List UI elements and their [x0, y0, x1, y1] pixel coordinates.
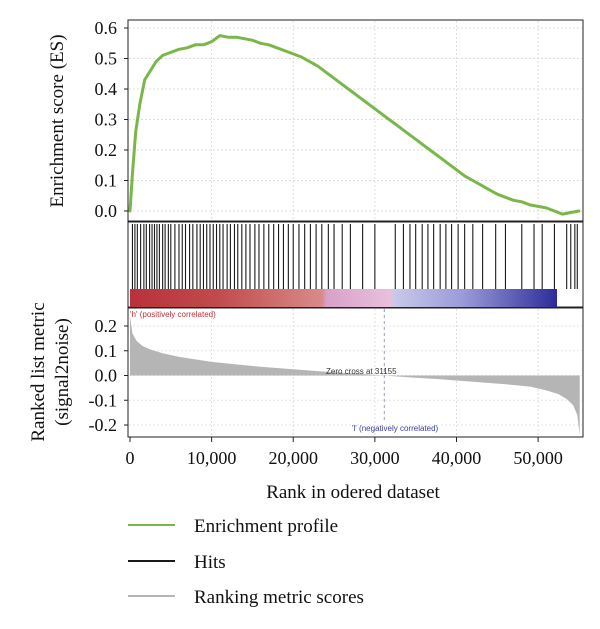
- es-y-tick-label: 0.1: [95, 171, 118, 191]
- metric-y-axis-label-line2: (signal2noise): [52, 318, 73, 426]
- x-tick-label: 0: [126, 448, 135, 468]
- x-tick-label: 50,000: [513, 448, 563, 468]
- enrichment-profile-line: [128, 34, 581, 216]
- es-y-tick-label: 0.2: [95, 140, 118, 160]
- x-tick-label: 40,000: [432, 448, 482, 468]
- es-y-tick-label: 0.4: [95, 79, 118, 99]
- metric-y-tick-label: -0.1: [89, 390, 118, 410]
- es-y-tick-label: 0.5: [95, 49, 118, 69]
- metric-panel-frame: [127, 307, 584, 438]
- legend-label-enrichment-profile: Enrichment profile: [194, 516, 338, 537]
- x-axis-label: Rank in odered dataset: [266, 482, 440, 503]
- es-y-tick-label: 0.6: [95, 18, 118, 38]
- legend-label-hits: Hits: [194, 552, 226, 573]
- x-tick-label: 20,000: [268, 448, 318, 468]
- legend: Enrichment profile Hits Ranking metric s…: [128, 516, 364, 608]
- metric-y-tick-label: -0.2: [89, 415, 118, 435]
- es-y-axis-label: Enrichment score (ES): [47, 34, 68, 207]
- negatively-correlated-label: 'l' (negatively correlated): [352, 424, 439, 433]
- metric-y-tick-label: 0.1: [95, 341, 118, 361]
- metric-y-axis-label-line1: Ranked list metric: [28, 302, 49, 441]
- legend-label-ranking-metric: Ranking metric scores: [194, 587, 364, 608]
- hits-lines: [131, 224, 578, 289]
- ranking-metric-area: [130, 316, 580, 435]
- ranked-list-heatmap-band: [130, 289, 557, 307]
- metric-y-tick-label: 0.0: [95, 366, 118, 386]
- es-y-tick-label: 0.0: [95, 201, 118, 221]
- x-axis-ticks: 0 10,000 20,000 30,000 40,000 50,000: [126, 437, 563, 468]
- positively-correlated-label: 'h' (positively correlated): [130, 310, 216, 319]
- es-y-tick-label: 0.3: [95, 110, 118, 130]
- es-panel-frame: [127, 19, 584, 222]
- x-tick-label: 30,000: [350, 448, 400, 468]
- metric-y-ticks: 0.2 0.1 0.0 -0.1 -0.2: [89, 316, 128, 435]
- es-y-ticks: 0.6 0.5 0.4 0.3 0.2 0.1 0.0: [95, 18, 128, 221]
- x-tick-label: 10,000: [187, 448, 237, 468]
- metric-y-tick-label: 0.2: [95, 316, 118, 336]
- zero-cross-label: Zero cross at 31155: [326, 367, 397, 376]
